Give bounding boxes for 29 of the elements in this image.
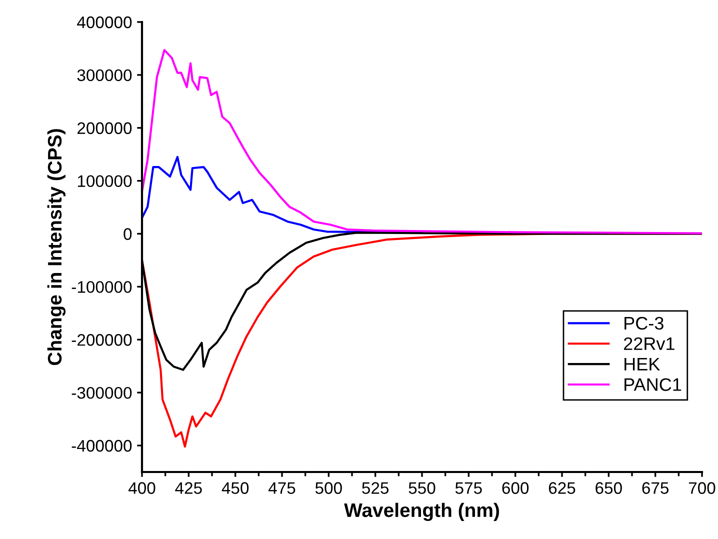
- y-tick-label: 100000: [78, 175, 132, 188]
- x-tick-label: 625: [548, 482, 576, 494]
- x-tick-label: 650: [596, 482, 622, 494]
- x-tick-label: 600: [502, 482, 529, 494]
- x-axis-title: Wavelength (nm): [344, 502, 499, 522]
- y-tick-label: 200000: [78, 122, 132, 134]
- y-tick-label: 300000: [77, 69, 132, 82]
- legend-label: 22Rv1: [624, 337, 674, 350]
- y-tick-label: -100000: [72, 281, 132, 293]
- y-tick-label: 400000: [77, 16, 132, 28]
- x-tick-label: 700: [688, 482, 716, 494]
- x-tick-label: 675: [642, 482, 669, 494]
- legend-label: PC-3: [624, 316, 664, 330]
- x-tick-label: 400: [128, 482, 156, 494]
- legend-label: PANC1: [624, 378, 682, 391]
- x-tick-label: 500: [315, 482, 342, 494]
- x-tick-label: 525: [362, 482, 389, 494]
- legend-label: HEK: [624, 358, 660, 370]
- x-tick-label: 575: [455, 482, 482, 494]
- y-tick-label: -300000: [72, 386, 132, 399]
- y-tick-label: -200000: [72, 334, 132, 346]
- x-tick-label: 425: [175, 482, 202, 494]
- x-tick-label: 550: [408, 482, 436, 494]
- y-axis-title: Change in Intensity (CPS): [47, 129, 66, 366]
- x-tick-label: 450: [222, 482, 249, 494]
- x-tick-label: 475: [268, 482, 296, 494]
- line-series: [142, 49, 702, 234]
- y-tick-label: 0: [124, 228, 132, 240]
- y-tick-label: -400000: [72, 440, 132, 452]
